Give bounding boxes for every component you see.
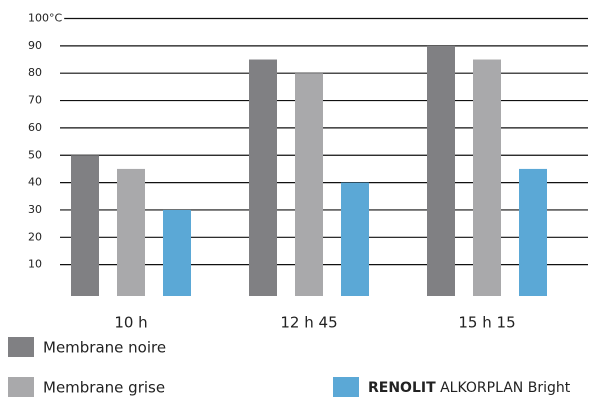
- bar: [295, 73, 323, 296]
- legend-label: Membrane noire: [43, 339, 166, 357]
- bar: [117, 168, 145, 296]
- y-tick-label: 100°C: [28, 12, 62, 25]
- legend-swatch: [8, 337, 34, 357]
- y-tick-label: 50: [28, 148, 42, 161]
- y-tick-label: 70: [28, 94, 42, 107]
- y-tick-label: 40: [28, 176, 42, 189]
- y-tick-label: 60: [28, 121, 42, 134]
- y-tick-label: 90: [28, 39, 42, 52]
- y-tick-label: 30: [28, 203, 42, 216]
- bar: [473, 59, 501, 297]
- legend-swatch: [8, 377, 34, 397]
- bar: [163, 209, 191, 296]
- y-tick-label: 80: [28, 66, 42, 79]
- legend-label: RENOLIT ALKORPLAN Bright: [368, 380, 571, 396]
- legend-swatch: [333, 377, 359, 397]
- bar: [249, 59, 277, 297]
- x-tick-label: 15 h 15: [458, 314, 515, 332]
- y-tick-label: 10: [28, 258, 42, 271]
- bar: [427, 45, 455, 296]
- bar: [519, 168, 547, 296]
- bar: [341, 182, 369, 296]
- x-tick-label: 10 h: [114, 314, 147, 332]
- x-tick-label: 12 h 45: [280, 314, 337, 332]
- bar: [71, 155, 99, 296]
- legend-label: Membrane grise: [43, 379, 165, 397]
- y-tick-label: 20: [28, 230, 42, 243]
